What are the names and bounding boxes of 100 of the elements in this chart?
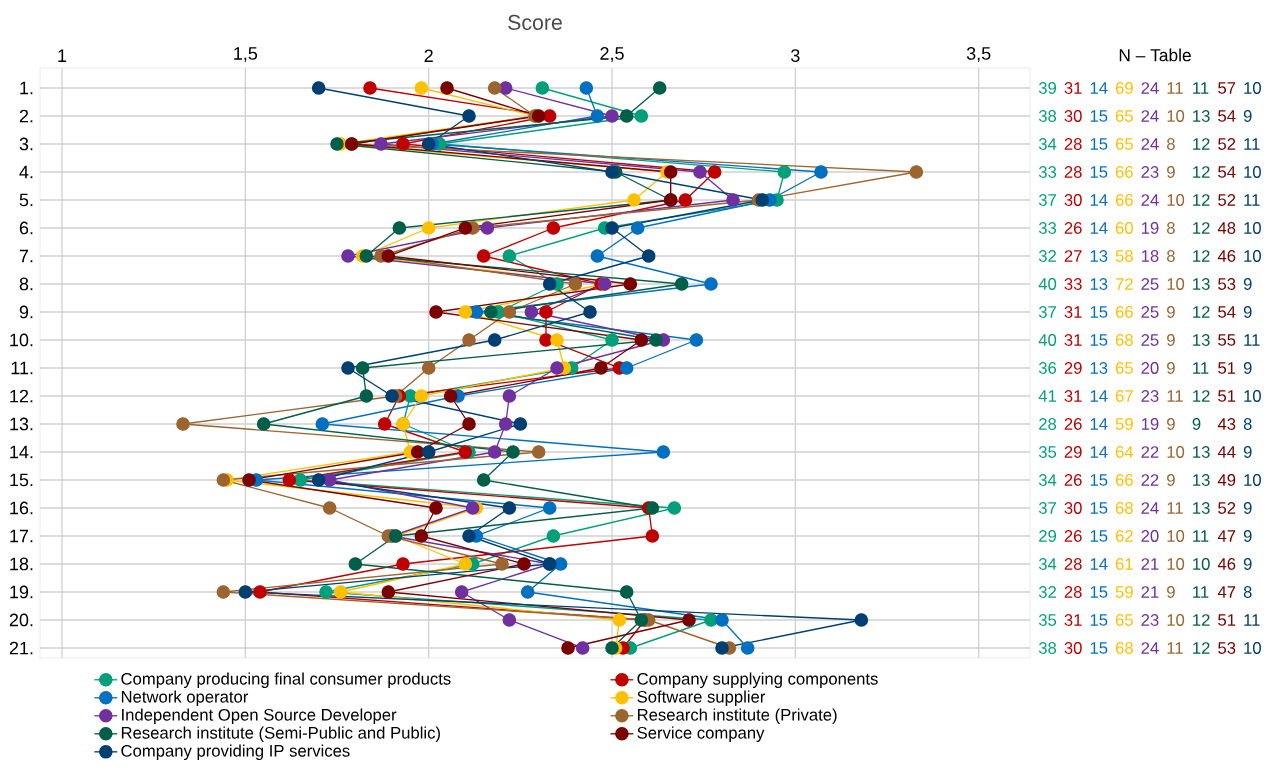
- text: 55: [1218, 334, 1236, 346]
- text: 9: [1243, 530, 1252, 542]
- text: 65: [1115, 138, 1133, 150]
- text: 65: [1115, 110, 1133, 122]
- text: 10: [1244, 642, 1261, 654]
- text: 51: [1218, 390, 1236, 402]
- y-tick-label: 20.: [9, 613, 33, 627]
- text: 14: [1090, 222, 1108, 234]
- y-tick-label: 13.: [10, 417, 33, 431]
- legend-label: Service company: [637, 726, 765, 742]
- y-tick-label: 9.: [19, 305, 33, 319]
- text: 23: [1141, 614, 1159, 626]
- x-tick-label: 2: [424, 49, 433, 62]
- x-tick-label: 1: [58, 49, 67, 62]
- text: 11: [1193, 586, 1209, 598]
- text: 11: [1193, 530, 1209, 542]
- text: 15: [1090, 642, 1108, 654]
- text: 66: [1115, 194, 1133, 206]
- text: 69: [1115, 82, 1133, 94]
- text: 47: [1217, 530, 1236, 542]
- text: 19: [1141, 418, 1159, 430]
- y-tick-label: 7.: [19, 249, 33, 263]
- text: 24: [1141, 110, 1159, 122]
- text: 64: [1115, 446, 1134, 458]
- text: 10: [1244, 474, 1261, 486]
- text: 57: [1218, 82, 1236, 94]
- text: 12: [1193, 138, 1210, 150]
- legend-label: Research institute (Semi-Public and Public): [121, 726, 440, 742]
- text: 13: [1193, 446, 1210, 458]
- text: 15: [1090, 138, 1108, 150]
- text: 10: [1244, 222, 1261, 234]
- legend-label: Independent Open Source Developer: [122, 708, 397, 724]
- text: 61: [1115, 558, 1133, 570]
- text: 72: [1115, 278, 1133, 290]
- text: 14: [1090, 82, 1108, 94]
- text: 30: [1064, 642, 1082, 654]
- text: 9: [1243, 306, 1252, 318]
- text: 12: [1193, 222, 1210, 234]
- text: 21: [1141, 558, 1159, 570]
- text: 24: [1141, 82, 1159, 94]
- text: 10: [1244, 250, 1261, 262]
- text: 15: [1090, 306, 1108, 318]
- text: 21: [1141, 586, 1159, 598]
- text: 11: [1167, 502, 1183, 514]
- text: 10: [1167, 558, 1185, 570]
- legend-label: Research institute (Private): [637, 708, 837, 724]
- y-tick-label: 12.: [10, 389, 33, 403]
- text: 35: [1038, 446, 1057, 458]
- text: 52: [1218, 194, 1236, 206]
- text: 58: [1115, 250, 1133, 262]
- text: 9: [1167, 334, 1175, 346]
- text: 31: [1064, 82, 1082, 94]
- text: 11: [1167, 642, 1183, 654]
- text: 10: [1244, 390, 1261, 402]
- text: 12: [1193, 642, 1210, 654]
- text: 28: [1039, 418, 1057, 430]
- text: 14: [1090, 446, 1108, 458]
- y-tick-label: 17.: [10, 529, 33, 543]
- text: 11: [1244, 334, 1260, 346]
- text: 8: [1167, 222, 1175, 234]
- text: 35: [1038, 614, 1057, 626]
- text: 54: [1218, 166, 1236, 178]
- text: 9: [1243, 558, 1252, 570]
- text: 28: [1064, 166, 1082, 178]
- legend-label: Network operator: [121, 690, 249, 706]
- text: 38: [1038, 642, 1057, 654]
- text: 46: [1217, 558, 1236, 570]
- y-tick-label: 6.: [19, 221, 33, 235]
- text: 9: [1167, 362, 1175, 374]
- text: 33: [1064, 278, 1082, 290]
- text: 31: [1064, 334, 1082, 346]
- text: 15: [1090, 614, 1108, 626]
- text: 40: [1038, 278, 1057, 290]
- text: 9: [1167, 418, 1175, 430]
- text: 65: [1115, 362, 1133, 374]
- text: 10: [1244, 166, 1261, 178]
- text: 12: [1193, 194, 1210, 206]
- y-tick-label: 10.: [10, 333, 33, 347]
- text: 30: [1064, 194, 1082, 206]
- text: 36: [1038, 362, 1057, 374]
- text: 26: [1064, 418, 1082, 430]
- text: 13: [1193, 474, 1210, 486]
- text: 51: [1218, 614, 1236, 626]
- text: 11: [1244, 194, 1260, 206]
- text: 47: [1217, 586, 1236, 598]
- text: 68: [1115, 502, 1133, 514]
- y-tick-label: 8.: [19, 277, 33, 291]
- text: 10: [1167, 614, 1185, 626]
- y-tick-label: 14.: [10, 445, 33, 459]
- text: 54: [1218, 110, 1236, 122]
- text: 29: [1064, 362, 1082, 374]
- text: 15: [1090, 586, 1108, 598]
- text: 51: [1218, 362, 1236, 374]
- text: 30: [1064, 110, 1082, 122]
- text: 24: [1141, 502, 1159, 514]
- text: 39: [1038, 82, 1057, 94]
- text: 19: [1141, 222, 1159, 234]
- text: 13: [1193, 110, 1210, 122]
- x-tick-label: 3,5: [966, 47, 991, 62]
- text: 9: [1243, 362, 1252, 374]
